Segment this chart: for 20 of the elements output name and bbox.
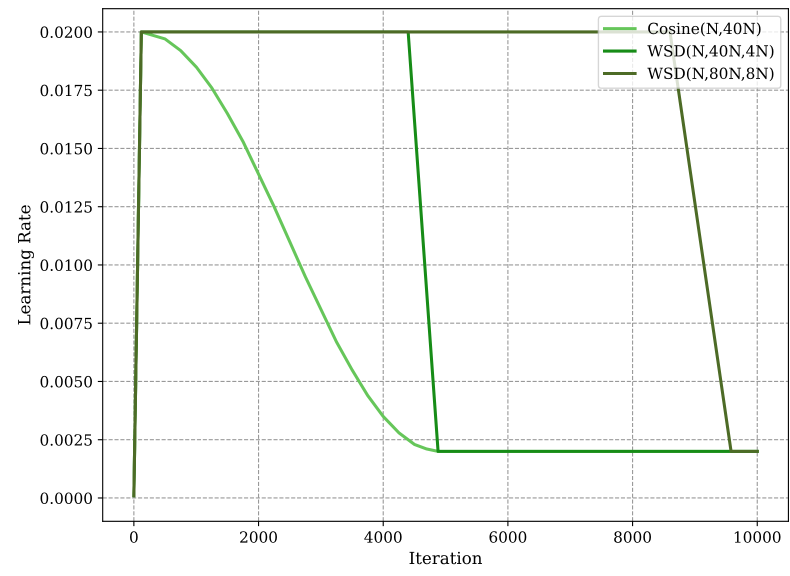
y-tick-label: 0.0025	[40, 434, 92, 446]
x-tick-label: 8000	[614, 531, 651, 543]
y-tick-label: 0.0100	[40, 259, 92, 271]
x-tick-label: 6000	[489, 531, 526, 543]
legend-label: WSD(N,80N,8N)	[647, 67, 774, 82]
y-tick-label: 0.0000	[40, 492, 92, 504]
x-tick-label: 2000	[240, 531, 277, 543]
x-axis-title: Iteration	[410, 552, 482, 564]
y-axis-title: Learning Rate	[18, 205, 34, 325]
x-tick-label: 0	[130, 531, 138, 543]
legend-label: WSD(N,40N,4N)	[647, 44, 774, 59]
x-tick-label: 4000	[364, 531, 402, 543]
y-tick-label: 0.0075	[40, 318, 92, 330]
y-tick-label: 0.0050	[40, 376, 92, 388]
legend-label: Cosine(N,40N)	[648, 22, 761, 36]
x-tick-label: 10000	[734, 531, 781, 543]
y-tick-label: 0.0125	[40, 201, 92, 213]
y-tick-label: 0.0150	[40, 142, 92, 154]
y-tick-label: 0.0175	[40, 84, 92, 96]
y-tick-label: 0.0200	[40, 26, 92, 38]
